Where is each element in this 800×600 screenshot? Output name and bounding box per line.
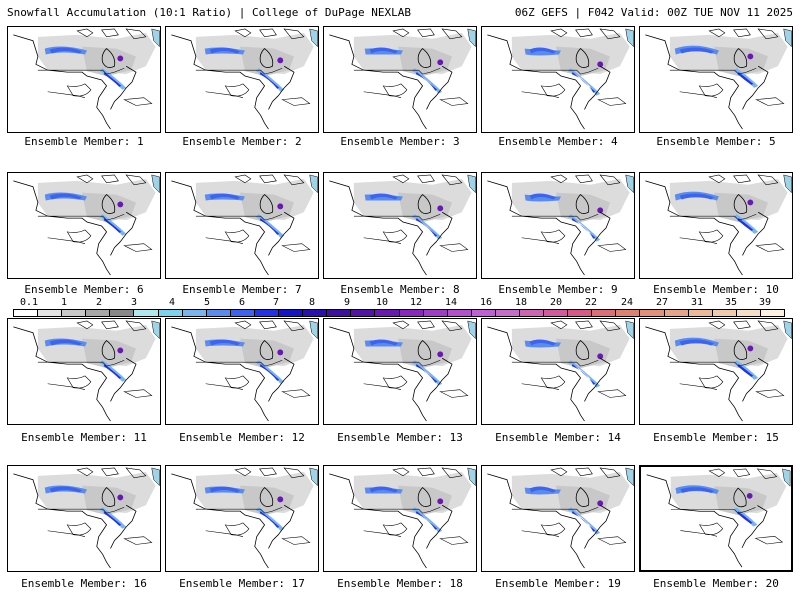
ensemble-map-member-9[interactable] xyxy=(481,172,635,279)
colorbar-tick-label: 39 xyxy=(758,297,772,308)
colorbar-swatch xyxy=(206,310,231,316)
ensemble-map-member-2[interactable] xyxy=(165,26,319,133)
colorbar-tick-label: 14 xyxy=(444,297,458,308)
colorbar-swatch xyxy=(351,310,376,316)
colorbar-swatch xyxy=(279,310,304,316)
member-label: Ensemble Member: 6 xyxy=(24,283,144,296)
colorbar-swatch xyxy=(664,310,689,316)
colorbar-tick-label: 24 xyxy=(620,297,634,308)
member-label: Ensemble Member: 16 xyxy=(21,577,147,590)
ensemble-map-member-19[interactable] xyxy=(481,465,635,572)
colorbar-swatch xyxy=(495,310,520,316)
colorbar-tick-label: 6 xyxy=(238,297,246,308)
colorbar-tick-label: 22 xyxy=(584,297,598,308)
member-label: Ensemble Member: 18 xyxy=(337,577,463,590)
colorbar-swatch xyxy=(640,310,665,316)
colorbar-swatch xyxy=(519,310,545,316)
ensemble-map-member-7[interactable] xyxy=(165,172,319,279)
ensemble-map-member-16[interactable] xyxy=(7,465,161,572)
member-label: Ensemble Member: 14 xyxy=(495,431,621,444)
colorbar-swatch xyxy=(14,310,39,316)
colorbar-swatch xyxy=(110,310,135,316)
colorbar-tick-label: 10 xyxy=(375,297,389,308)
colorbar-swatch xyxy=(254,310,280,316)
ensemble-map-member-6[interactable] xyxy=(7,172,161,279)
member-label: Ensemble Member: 4 xyxy=(498,135,618,148)
colorbar-swatch xyxy=(616,310,641,316)
member-label: Ensemble Member: 1 xyxy=(24,135,144,148)
colorbar-swatch xyxy=(423,310,448,316)
colorbar-tick-label: 27 xyxy=(655,297,669,308)
colorbar-tick-label: 35 xyxy=(724,297,738,308)
colorbar-tick-label: 7 xyxy=(272,297,280,308)
colorbar-swatch xyxy=(399,310,424,316)
run-info: 06Z GEFS | F042 Valid: 00Z TUE NOV 11 20… xyxy=(514,6,793,19)
colorbar-tick-label: 3 xyxy=(130,297,138,308)
colorbar-swatch xyxy=(568,310,593,316)
ensemble-map-member-1[interactable] xyxy=(7,26,161,133)
colorbar-tick-label: 8 xyxy=(308,297,316,308)
ensemble-map-member-10[interactable] xyxy=(639,172,793,279)
ensemble-map-member-12[interactable] xyxy=(165,318,319,425)
ensemble-map-member-14[interactable] xyxy=(481,318,635,425)
ensemble-map-member-8[interactable] xyxy=(323,172,477,279)
colorbar-swatch xyxy=(447,310,472,316)
member-label: Ensemble Member: 10 xyxy=(653,283,779,296)
ensemble-map-member-11[interactable] xyxy=(7,318,161,425)
colorbar-tick-label: 1 xyxy=(60,297,68,308)
member-label: Ensemble Member: 17 xyxy=(179,577,305,590)
member-label: Ensemble Member: 2 xyxy=(182,135,302,148)
member-label: Ensemble Member: 15 xyxy=(653,431,779,444)
member-label: Ensemble Member: 19 xyxy=(495,577,621,590)
member-label: Ensemble Member: 3 xyxy=(340,135,460,148)
colorbar-swatch xyxy=(544,310,569,316)
ensemble-map-member-13[interactable] xyxy=(323,318,477,425)
colorbar-tick-label: 16 xyxy=(479,297,493,308)
member-label: Ensemble Member: 9 xyxy=(498,283,618,296)
ensemble-map-member-18[interactable] xyxy=(323,465,477,572)
ensemble-map-member-20[interactable] xyxy=(639,465,793,572)
colorbar-swatch xyxy=(471,310,496,316)
colorbar-swatch xyxy=(760,310,784,316)
colorbar xyxy=(13,309,785,317)
ensemble-map-member-17[interactable] xyxy=(165,465,319,572)
ensemble-map-member-3[interactable] xyxy=(323,26,477,133)
member-label: Ensemble Member: 8 xyxy=(340,283,460,296)
ensemble-map-member-15[interactable] xyxy=(639,318,793,425)
colorbar-swatch xyxy=(158,310,183,316)
colorbar-swatch xyxy=(688,310,713,316)
colorbar-swatch xyxy=(38,310,63,316)
chart-title: Snowfall Accumulation (10:1 Ratio) | Col… xyxy=(7,6,411,19)
colorbar-tick-label: 18 xyxy=(514,297,528,308)
colorbar-swatch xyxy=(182,310,207,316)
member-label: Ensemble Member: 13 xyxy=(337,431,463,444)
ensemble-map-member-4[interactable] xyxy=(481,26,635,133)
colorbar-swatch xyxy=(86,310,111,316)
colorbar-tick-label: 9 xyxy=(343,297,351,308)
colorbar-tick-label: 0.1 xyxy=(19,297,39,308)
ensemble-map-member-5[interactable] xyxy=(639,26,793,133)
colorbar-tick-label: 5 xyxy=(203,297,211,308)
colorbar-swatch xyxy=(303,310,328,316)
colorbar-tick-label: 31 xyxy=(690,297,704,308)
colorbar-swatch xyxy=(62,310,87,316)
member-label: Ensemble Member: 12 xyxy=(179,431,305,444)
colorbar-swatch xyxy=(327,310,352,316)
colorbar-swatch xyxy=(134,310,159,316)
colorbar-tick-label: 12 xyxy=(409,297,423,308)
colorbar-swatch xyxy=(592,310,617,316)
member-label: Ensemble Member: 7 xyxy=(182,283,302,296)
colorbar-swatch xyxy=(375,310,400,316)
colorbar-tick-label: 2 xyxy=(95,297,103,308)
colorbar-tick-label: 4 xyxy=(168,297,176,308)
member-label: Ensemble Member: 5 xyxy=(656,135,776,148)
member-label: Ensemble Member: 11 xyxy=(21,431,147,444)
member-label: Ensemble Member: 20 xyxy=(653,577,779,590)
colorbar-tick-label: 20 xyxy=(549,297,563,308)
colorbar-swatch xyxy=(712,310,737,316)
colorbar-swatch xyxy=(736,310,761,316)
colorbar-swatch xyxy=(230,310,255,316)
